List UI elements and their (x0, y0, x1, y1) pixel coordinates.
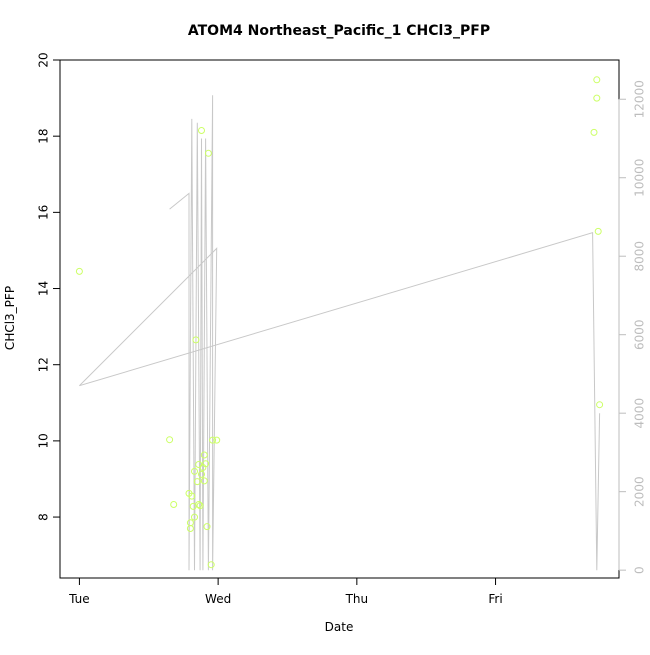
data-point (191, 467, 198, 475)
axes: Tue Wed Thu Fri 8 10 12 14 16 18 20 0 2000 4000 6000 80… (37, 52, 647, 606)
x-axis-label: Date (325, 620, 354, 634)
y-tick-label: 18 (37, 129, 51, 144)
x-tick-label: Fri (488, 592, 502, 606)
data-point (200, 451, 208, 459)
data-point (209, 436, 217, 444)
data-point (198, 127, 205, 134)
plot-frame (59, 59, 620, 579)
data-point (188, 492, 196, 500)
data-point (191, 513, 198, 521)
data-point (593, 94, 601, 102)
y-tick-label: 8 (37, 513, 51, 521)
data-point (193, 478, 201, 486)
x-tick-label: Thu (345, 592, 369, 606)
y-tick-label: 16 (37, 205, 51, 220)
data-point (596, 401, 604, 409)
x-tick-label: Wed (205, 592, 231, 606)
data-point (200, 477, 208, 485)
data-point (207, 561, 215, 569)
y2-tick-label: 6000 (633, 319, 647, 350)
y-axis-label: CHCl3_PFP (3, 286, 17, 350)
y2-tick-label: 12000 (633, 80, 647, 118)
y2-tick-label: 2000 (633, 476, 647, 507)
line-series (79, 95, 601, 571)
data-point (198, 470, 205, 478)
chart-title: ATOM4 Northeast_Pacific_1 CHCl3_PFP (188, 23, 490, 39)
y2-tick-label: 4000 (633, 398, 647, 429)
data-point (166, 436, 174, 444)
data-point (195, 501, 203, 508)
data-point (202, 460, 210, 468)
point-series (75, 76, 604, 569)
data-point (590, 128, 598, 136)
data-point (204, 149, 212, 157)
data-point (192, 336, 200, 344)
y2-tick-label: 0 (633, 566, 647, 574)
y-tick-label: 10 (37, 433, 51, 448)
x-tick-label: Tue (68, 592, 90, 606)
data-point (170, 501, 178, 508)
data-point (186, 519, 194, 527)
y-tick-label: 12 (37, 357, 51, 372)
y-tick-label: 14 (37, 281, 51, 296)
y-tick-label: 20 (37, 52, 51, 67)
data-point (213, 436, 221, 444)
data-point (203, 523, 211, 531)
data-point (186, 525, 194, 532)
data-point (75, 267, 83, 275)
data-point (594, 227, 602, 235)
data-point (196, 502, 204, 510)
y2-tick-label: 8000 (633, 241, 647, 272)
series-line-1 (79, 95, 601, 571)
data-point (593, 76, 601, 84)
y2-tick-label: 10000 (633, 159, 647, 197)
